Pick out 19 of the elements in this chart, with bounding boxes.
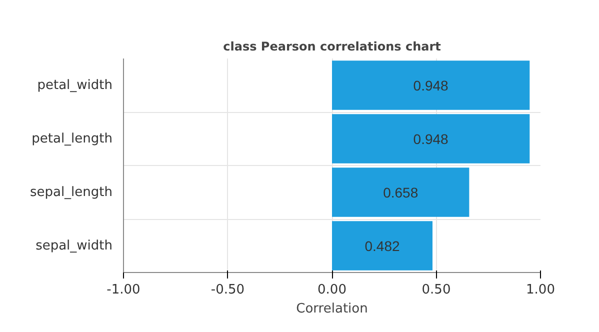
data-label: 0.658 xyxy=(383,184,418,200)
x-tick-label: -1.00 xyxy=(106,282,140,298)
x-tick-label: 0.00 xyxy=(318,282,346,298)
x-tick-label: 0.50 xyxy=(422,282,451,298)
bar xyxy=(332,168,470,217)
data-label: 0.482 xyxy=(364,238,400,254)
y-tick-label: petal_length xyxy=(32,131,113,146)
y-tick-label: petal_width xyxy=(37,78,113,93)
data-label: 0.948 xyxy=(413,77,449,94)
x-tick-label: -0.50 xyxy=(210,282,245,298)
bar xyxy=(332,60,530,110)
y-tick-label: sepal_width xyxy=(36,238,113,254)
y-tick-label: sepal_length xyxy=(30,184,113,200)
bar xyxy=(332,114,530,164)
bar xyxy=(332,221,432,270)
x-axis-title: Correlation xyxy=(296,302,368,316)
chart-title: class Pearson correlations chart xyxy=(223,40,442,54)
x-tick-label: 1.00 xyxy=(526,282,555,298)
data-label: 0.948 xyxy=(413,130,449,147)
